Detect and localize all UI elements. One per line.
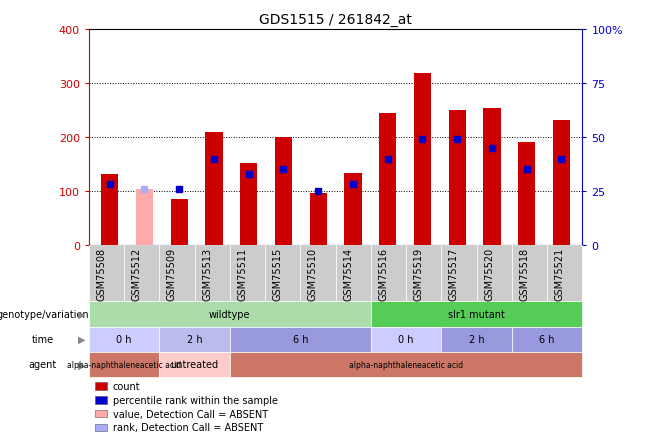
Bar	[275, 138, 292, 245]
Text: rank, Detection Call = ABSENT: rank, Detection Call = ABSENT	[113, 423, 263, 432]
Text: 0 h: 0 h	[398, 335, 414, 344]
Text: 2 h: 2 h	[187, 335, 203, 344]
Text: GSM75511: GSM75511	[238, 247, 247, 300]
Bar	[518, 143, 536, 245]
Text: ▶: ▶	[78, 335, 86, 344]
Text: wildtype: wildtype	[209, 309, 251, 319]
Bar	[240, 164, 257, 245]
Text: GSM75510: GSM75510	[308, 247, 318, 300]
Text: 2 h: 2 h	[468, 335, 484, 344]
Text: GSM75517: GSM75517	[449, 247, 459, 300]
Text: GSM75520: GSM75520	[484, 247, 494, 300]
Bar	[205, 132, 222, 245]
Text: GSM75513: GSM75513	[202, 247, 212, 300]
Text: GSM75509: GSM75509	[167, 247, 177, 300]
Text: ▶: ▶	[78, 360, 86, 369]
Text: genotype/variation: genotype/variation	[0, 309, 89, 319]
Bar	[170, 200, 188, 245]
Bar	[553, 121, 570, 245]
Text: ▶: ▶	[78, 309, 86, 319]
Text: agent: agent	[29, 360, 57, 369]
Text: 6 h: 6 h	[540, 335, 555, 344]
Text: GSM75519: GSM75519	[414, 247, 424, 300]
Text: count: count	[113, 381, 140, 391]
Bar	[101, 174, 118, 245]
Text: GSM75508: GSM75508	[97, 247, 107, 300]
Text: GSM75515: GSM75515	[272, 247, 283, 300]
Text: GSM75518: GSM75518	[519, 247, 530, 300]
Text: alpha-naphthaleneacetic acid: alpha-naphthaleneacetic acid	[67, 360, 181, 369]
Bar	[483, 108, 501, 245]
Bar	[414, 73, 431, 245]
Text: slr1 mutant: slr1 mutant	[448, 309, 505, 319]
Title: GDS1515 / 261842_at: GDS1515 / 261842_at	[259, 13, 412, 26]
Text: alpha-naphthaleneacetic acid: alpha-naphthaleneacetic acid	[349, 360, 463, 369]
Bar	[449, 110, 466, 245]
Bar	[344, 174, 362, 245]
Text: GSM75521: GSM75521	[555, 247, 565, 300]
Bar	[309, 193, 327, 245]
Text: GSM75512: GSM75512	[132, 247, 141, 300]
Text: percentile rank within the sample: percentile rank within the sample	[113, 395, 278, 404]
Text: value, Detection Call = ABSENT: value, Detection Call = ABSENT	[113, 409, 268, 418]
Bar	[136, 190, 153, 245]
Text: untreated: untreated	[170, 360, 218, 369]
Bar	[379, 114, 396, 245]
Text: 6 h: 6 h	[293, 335, 308, 344]
Text: 0 h: 0 h	[116, 335, 132, 344]
Text: time: time	[32, 335, 54, 344]
Text: GSM75514: GSM75514	[343, 247, 353, 300]
Text: GSM75516: GSM75516	[378, 247, 388, 300]
